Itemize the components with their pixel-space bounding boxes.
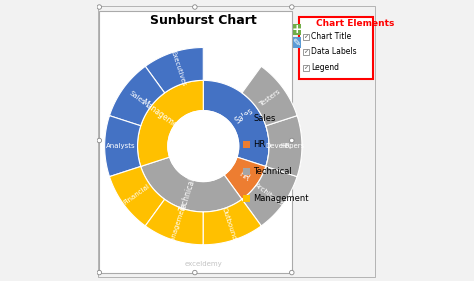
FancyBboxPatch shape — [292, 24, 301, 35]
FancyBboxPatch shape — [243, 115, 250, 121]
Circle shape — [168, 111, 239, 182]
Text: Sales: Sales — [128, 90, 146, 106]
Text: Outbound: Outbound — [220, 207, 237, 242]
Polygon shape — [109, 66, 164, 126]
Text: Architects: Architects — [254, 182, 286, 207]
Polygon shape — [141, 157, 242, 212]
Polygon shape — [266, 116, 302, 176]
Text: Chart Title: Chart Title — [311, 32, 352, 41]
Text: Testers: Testers — [258, 88, 282, 107]
FancyBboxPatch shape — [299, 17, 374, 79]
Polygon shape — [242, 66, 297, 126]
Text: Technical: Technical — [178, 176, 197, 212]
Text: Sunburst Chart: Sunburst Chart — [150, 14, 256, 27]
Polygon shape — [105, 116, 141, 176]
Polygon shape — [109, 166, 164, 226]
FancyBboxPatch shape — [243, 168, 250, 175]
Polygon shape — [266, 116, 302, 176]
Polygon shape — [224, 157, 266, 199]
Circle shape — [97, 270, 101, 275]
Text: Executives: Executives — [169, 49, 187, 87]
Circle shape — [97, 5, 101, 9]
Text: HR: HR — [237, 169, 251, 183]
Text: ✓: ✓ — [303, 65, 309, 70]
Text: Sales: Sales — [253, 114, 275, 123]
Text: Management: Management — [168, 201, 188, 247]
Text: Analysts: Analysts — [106, 143, 136, 149]
Polygon shape — [146, 47, 203, 93]
Polygon shape — [203, 80, 269, 166]
FancyBboxPatch shape — [303, 65, 309, 71]
Text: Financial: Financial — [123, 183, 151, 206]
Text: Chart Elements: Chart Elements — [316, 19, 394, 28]
Text: ✓: ✓ — [303, 49, 309, 55]
Polygon shape — [137, 80, 203, 166]
Text: Data Labels: Data Labels — [311, 47, 357, 56]
Circle shape — [97, 138, 101, 143]
Text: +: + — [291, 23, 302, 36]
Text: ✎: ✎ — [292, 37, 301, 47]
Text: ✓: ✓ — [303, 34, 309, 39]
FancyBboxPatch shape — [303, 49, 309, 55]
Polygon shape — [146, 199, 203, 245]
Text: HR: HR — [253, 140, 265, 149]
Text: Technical: Technical — [253, 167, 292, 176]
FancyBboxPatch shape — [243, 141, 250, 148]
FancyBboxPatch shape — [243, 195, 250, 202]
Polygon shape — [203, 199, 261, 245]
Text: HR: HR — [281, 143, 291, 149]
Text: exceldemy: exceldemy — [184, 261, 222, 267]
Text: Sales: Sales — [233, 107, 255, 126]
Text: Developers: Developers — [266, 143, 305, 149]
Circle shape — [290, 138, 294, 143]
Text: Management: Management — [139, 98, 185, 135]
FancyBboxPatch shape — [303, 34, 309, 40]
FancyBboxPatch shape — [292, 37, 301, 48]
Polygon shape — [242, 166, 297, 226]
FancyBboxPatch shape — [100, 11, 292, 273]
Text: Legend: Legend — [311, 63, 339, 72]
Text: Management: Management — [253, 194, 309, 203]
Circle shape — [192, 5, 197, 9]
Circle shape — [290, 5, 294, 9]
Circle shape — [192, 270, 197, 275]
Circle shape — [290, 270, 294, 275]
